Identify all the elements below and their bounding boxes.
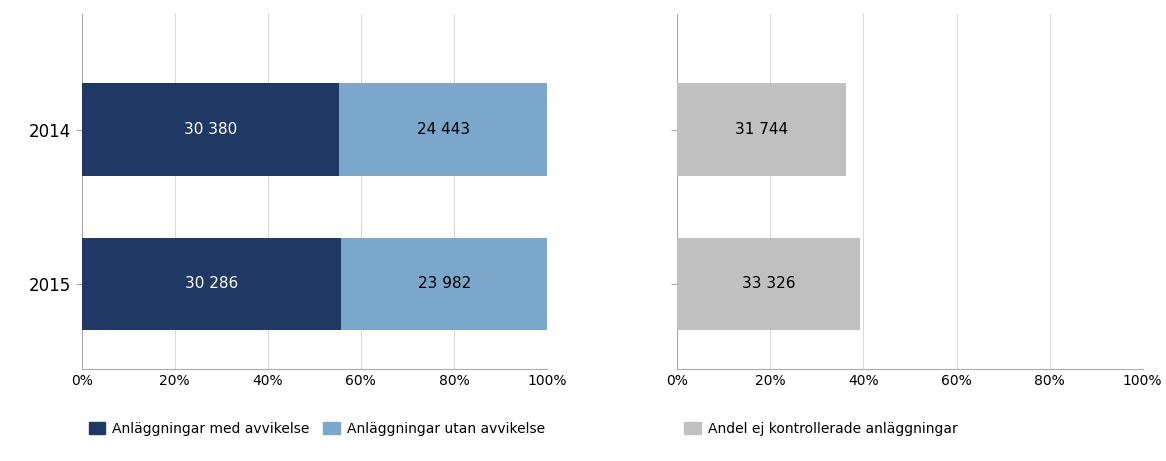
- Bar: [342, 237, 547, 330]
- Text: 23 982: 23 982: [417, 277, 471, 291]
- Text: 30 380: 30 380: [184, 122, 237, 137]
- Legend: Andel ej kontrollerade anläggningar: Andel ej kontrollerade anläggningar: [684, 422, 957, 436]
- Bar: [82, 83, 339, 176]
- Bar: [339, 83, 547, 176]
- Text: 33 326: 33 326: [742, 277, 795, 291]
- Text: 30 286: 30 286: [185, 277, 238, 291]
- Bar: [677, 237, 861, 330]
- Text: 31 744: 31 744: [735, 122, 788, 137]
- Text: 24 443: 24 443: [416, 122, 470, 137]
- Legend: Anläggningar med avvikelse, Anläggningar utan avvikelse: Anläggningar med avvikelse, Anläggningar…: [89, 422, 546, 436]
- Bar: [82, 237, 342, 330]
- Bar: [677, 83, 845, 176]
